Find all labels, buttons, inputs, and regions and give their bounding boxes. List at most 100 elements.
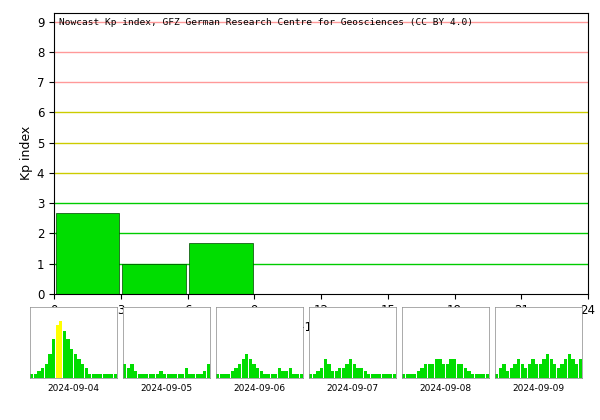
Bar xyxy=(499,368,502,378)
Bar xyxy=(517,360,520,378)
Bar xyxy=(409,374,413,378)
Bar xyxy=(220,374,223,378)
Bar xyxy=(360,368,363,378)
Bar xyxy=(338,368,341,378)
Bar xyxy=(289,368,292,378)
Bar xyxy=(478,374,482,378)
Bar xyxy=(137,374,141,378)
Bar xyxy=(364,371,367,378)
Bar xyxy=(524,368,527,378)
Bar xyxy=(475,374,478,378)
Bar xyxy=(482,374,485,378)
Bar xyxy=(435,360,438,378)
Bar xyxy=(249,360,252,378)
Bar xyxy=(70,349,73,378)
Bar xyxy=(188,374,191,378)
Bar xyxy=(245,354,248,378)
Bar xyxy=(263,374,266,378)
Bar xyxy=(471,374,475,378)
Bar xyxy=(495,374,499,378)
Bar xyxy=(189,244,253,294)
Bar xyxy=(30,374,34,378)
Bar xyxy=(123,364,127,378)
Bar xyxy=(557,368,560,378)
Bar xyxy=(142,374,145,378)
Bar xyxy=(442,364,445,378)
Bar xyxy=(81,364,84,378)
Bar xyxy=(485,374,489,378)
Bar xyxy=(127,368,130,378)
Bar xyxy=(313,374,316,378)
Text: 2024-09-08: 2024-09-08 xyxy=(419,384,472,393)
Bar xyxy=(550,360,553,378)
Bar xyxy=(281,371,284,378)
Bar xyxy=(285,371,289,378)
Bar xyxy=(63,331,66,378)
Bar xyxy=(335,371,338,378)
Bar xyxy=(467,371,470,378)
Text: 2024-09-07: 2024-09-07 xyxy=(326,384,379,393)
Bar xyxy=(203,371,206,378)
Bar xyxy=(309,374,313,378)
Bar xyxy=(346,364,349,378)
Bar xyxy=(145,374,148,378)
Bar xyxy=(506,371,509,378)
Bar xyxy=(216,374,220,378)
Y-axis label: Kp index: Kp index xyxy=(20,126,32,181)
Text: Nowcast Kp index, GFZ German Research Centre for Geosciences (CC BY 4.0): Nowcast Kp index, GFZ German Research Ce… xyxy=(59,18,473,27)
Bar xyxy=(95,374,98,378)
Bar xyxy=(421,368,424,378)
Bar xyxy=(424,364,427,378)
Bar xyxy=(413,374,416,378)
Bar xyxy=(67,339,70,378)
Bar xyxy=(328,364,331,378)
Bar xyxy=(230,371,234,378)
Text: 2024-09-04: 2024-09-04 xyxy=(47,384,100,393)
Bar xyxy=(113,374,117,378)
Bar xyxy=(502,364,506,378)
Bar xyxy=(260,371,263,378)
Bar xyxy=(292,374,296,378)
Bar xyxy=(152,374,155,378)
Bar xyxy=(122,264,186,294)
Bar xyxy=(367,374,370,378)
Bar xyxy=(178,374,181,378)
Bar xyxy=(385,374,389,378)
Bar xyxy=(564,360,568,378)
Bar xyxy=(37,371,41,378)
Bar xyxy=(571,360,575,378)
Bar xyxy=(578,360,582,378)
Bar xyxy=(453,360,456,378)
Bar xyxy=(278,368,281,378)
Bar xyxy=(196,374,199,378)
Bar xyxy=(149,374,152,378)
Bar xyxy=(382,374,385,378)
Bar xyxy=(242,360,245,378)
Bar xyxy=(353,364,356,378)
Bar xyxy=(528,364,531,378)
Bar xyxy=(371,374,374,378)
Bar xyxy=(446,364,449,378)
Bar xyxy=(256,368,259,378)
Bar xyxy=(99,374,103,378)
Bar xyxy=(163,374,166,378)
Bar xyxy=(88,374,91,378)
Text: 2024-09-09: 2024-09-09 xyxy=(512,384,565,393)
Bar xyxy=(235,368,238,378)
Bar xyxy=(41,368,44,378)
Bar xyxy=(103,374,106,378)
Bar xyxy=(59,321,62,378)
Bar xyxy=(156,374,159,378)
Bar xyxy=(378,374,382,378)
Bar xyxy=(416,371,420,378)
Bar xyxy=(320,368,323,378)
Text: 2024-09-06: 2024-09-06 xyxy=(233,384,286,393)
Bar xyxy=(539,364,542,378)
Bar xyxy=(406,374,409,378)
Bar xyxy=(110,374,113,378)
Bar xyxy=(546,354,549,378)
Bar xyxy=(253,364,256,378)
Bar xyxy=(542,360,545,378)
Bar xyxy=(170,374,173,378)
Bar xyxy=(457,364,460,378)
